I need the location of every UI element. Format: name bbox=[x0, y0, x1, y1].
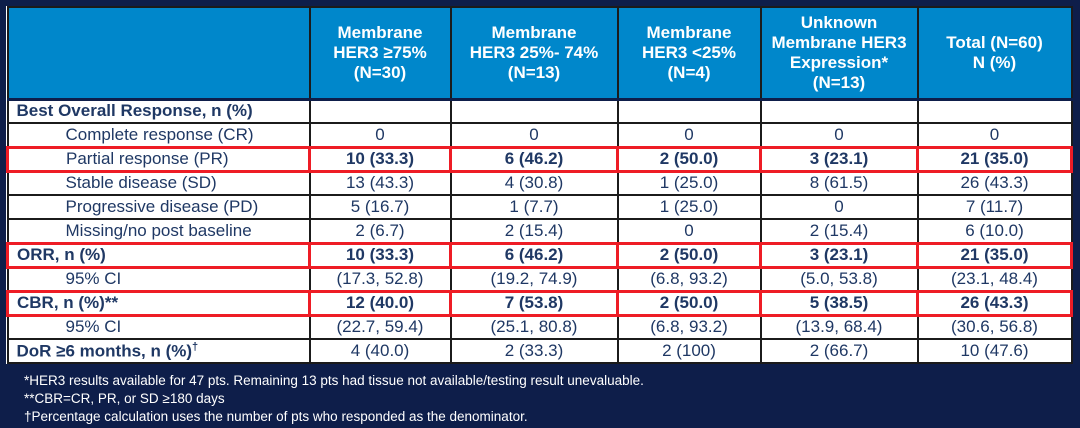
column-header-total: Total (N=60) N (%) bbox=[916, 6, 1073, 101]
cell: 26 (43.3) bbox=[916, 170, 1073, 196]
cell: 4 (40.0) bbox=[308, 338, 452, 364]
cell: 7 (53.8) bbox=[449, 289, 619, 317]
cell: 2 (15.4) bbox=[759, 218, 919, 244]
cell: 5 (38.5) bbox=[759, 289, 919, 317]
table-row: DoR ≥6 months, n (%)† 4 (40.0) 2 (33.3) 2 (… bbox=[6, 338, 1073, 364]
table-row: ORR, n (%) 10 (33.3) 6 (46.2) 2 (50.0) 3 (23… bbox=[6, 241, 1073, 269]
column-header-row-label bbox=[6, 6, 311, 101]
cell: 5 (16.7) bbox=[308, 194, 452, 220]
row-label: ORR, n (%) bbox=[6, 241, 311, 269]
footnotes: *HER3 results available for 47 pts. Rema… bbox=[24, 372, 644, 426]
cell: 4 (30.8) bbox=[449, 170, 619, 196]
table-row: Missing/no post baseline 2 (6.7) 2 (15.4) 0… bbox=[6, 218, 1073, 244]
cell: 10 (33.3) bbox=[308, 145, 452, 173]
column-header-membrane-her3-lt25: Membrane HER3 <25% (N=4) bbox=[616, 6, 762, 101]
cell: (5.0, 53.8) bbox=[759, 266, 919, 292]
cell: 0 bbox=[759, 194, 919, 220]
table-header: Membrane HER3 ≥75% (N=30) Membrane HER3 2… bbox=[6, 6, 1073, 101]
cell: 2 (33.3) bbox=[449, 338, 619, 364]
cell: 8 (61.5) bbox=[759, 170, 919, 196]
cell: (30.6, 56.8) bbox=[916, 314, 1073, 340]
column-header-unknown-membrane-her3: Unknown Membrane HER3 Expression* (N=13) bbox=[759, 6, 919, 101]
cell: 1 (7.7) bbox=[449, 194, 619, 220]
cell: 12 (40.0) bbox=[308, 289, 452, 317]
cell: 21 (35.0) bbox=[916, 241, 1073, 269]
cell: (6.8, 93.2) bbox=[616, 314, 762, 340]
row-label: Best Overall Response, n (%) bbox=[6, 98, 311, 124]
column-header-membrane-her3-25-74: Membrane HER3 25%- 74% (N=13) bbox=[449, 6, 619, 101]
row-label: Complete response (CR) bbox=[6, 122, 311, 148]
cell: 6 (46.2) bbox=[449, 241, 619, 269]
results-table: Membrane HER3 ≥75% (N=30) Membrane HER3 2… bbox=[6, 6, 1073, 364]
row-label: Stable disease (SD) bbox=[6, 170, 311, 196]
cell: 2 (6.7) bbox=[308, 218, 452, 244]
cell: (17.3, 52.8) bbox=[308, 266, 452, 292]
cell: 0 bbox=[308, 122, 452, 148]
cell: 10 (33.3) bbox=[308, 241, 452, 269]
row-label: CBR, n (%)** bbox=[6, 289, 311, 317]
cell: 26 (43.3) bbox=[916, 289, 1073, 317]
cell: 1 (25.0) bbox=[616, 170, 762, 196]
cell bbox=[449, 98, 619, 124]
table-row: Complete response (CR) 0 0 0 0 0 bbox=[6, 122, 1073, 148]
row-label: 95% CI bbox=[6, 314, 311, 340]
table-row: Progressive disease (PD) 5 (16.7) 1 (7.7) 1… bbox=[6, 194, 1073, 220]
table-row: CBR, n (%)** 12 (40.0) 7 (53.8) 2 (50.0) 5 (… bbox=[6, 289, 1073, 317]
row-label: Missing/no post baseline bbox=[6, 218, 311, 244]
cell: 0 bbox=[449, 122, 619, 148]
cell: 2 (50.0) bbox=[616, 145, 762, 173]
table-row: 95% CI (17.3, 52.8) (19.2, 74.9) (6.8, 93.2… bbox=[6, 266, 1073, 292]
footnote-her3-results: *HER3 results available for 47 pts. Rema… bbox=[24, 373, 644, 388]
cell: (22.7, 59.4) bbox=[308, 314, 452, 340]
cell: 2 (100) bbox=[616, 338, 762, 364]
footnote-cbr-definition: **CBR=CR, PR, or SD ≥180 days bbox=[24, 391, 225, 406]
table-row: Best Overall Response, n (%) bbox=[6, 98, 1073, 124]
cell: 0 bbox=[759, 122, 919, 148]
cell: 2 (50.0) bbox=[616, 289, 762, 317]
cell: (13.9, 68.4) bbox=[759, 314, 919, 340]
cell: 13 (43.3) bbox=[308, 170, 452, 196]
row-label: Progressive disease (PD) bbox=[6, 194, 311, 220]
cell: 2 (50.0) bbox=[616, 241, 762, 269]
cell: 0 bbox=[916, 122, 1073, 148]
cell bbox=[308, 98, 452, 124]
cell: 0 bbox=[616, 122, 762, 148]
dagger-superscript: † bbox=[192, 340, 199, 353]
cell: 3 (23.1) bbox=[759, 145, 919, 173]
table-row: Stable disease (SD) 13 (43.3) 4 (30.8) 1 (2… bbox=[6, 170, 1073, 196]
cell: 21 (35.0) bbox=[916, 145, 1073, 173]
cell: 10 (47.6) bbox=[916, 338, 1073, 364]
cell: 7 (11.7) bbox=[916, 194, 1073, 220]
cell bbox=[916, 98, 1073, 124]
cell: (23.1, 48.4) bbox=[916, 266, 1073, 292]
table-row: Partial response (PR) 10 (33.3) 6 (46.2) 2 … bbox=[6, 145, 1073, 173]
cell: 6 (10.0) bbox=[916, 218, 1073, 244]
table-row: 95% CI (22.7, 59.4) (25.1, 80.8) (6.8, 93.2… bbox=[6, 314, 1073, 340]
cell: 2 (66.7) bbox=[759, 338, 919, 364]
cell: (25.1, 80.8) bbox=[449, 314, 619, 340]
cell: 0 bbox=[616, 218, 762, 244]
cell: 3 (23.1) bbox=[759, 241, 919, 269]
row-label: DoR ≥6 months, n (%)† bbox=[6, 338, 311, 364]
column-header-membrane-her3-ge75: Membrane HER3 ≥75% (N=30) bbox=[308, 6, 452, 101]
cell: 2 (15.4) bbox=[449, 218, 619, 244]
header-row: Membrane HER3 ≥75% (N=30) Membrane HER3 2… bbox=[6, 6, 1073, 101]
cell bbox=[759, 98, 919, 124]
cell: (6.8, 93.2) bbox=[616, 266, 762, 292]
cell: 6 (46.2) bbox=[449, 145, 619, 173]
cell: 1 (25.0) bbox=[616, 194, 762, 220]
row-label: 95% CI bbox=[6, 266, 311, 292]
cell: (19.2, 74.9) bbox=[449, 266, 619, 292]
row-label: Partial response (PR) bbox=[6, 145, 311, 173]
cell bbox=[616, 98, 762, 124]
table-body: Best Overall Response, n (%) Complete res… bbox=[6, 98, 1073, 364]
footnote-percentage-calc: †Percentage calculation uses the number … bbox=[24, 409, 528, 424]
